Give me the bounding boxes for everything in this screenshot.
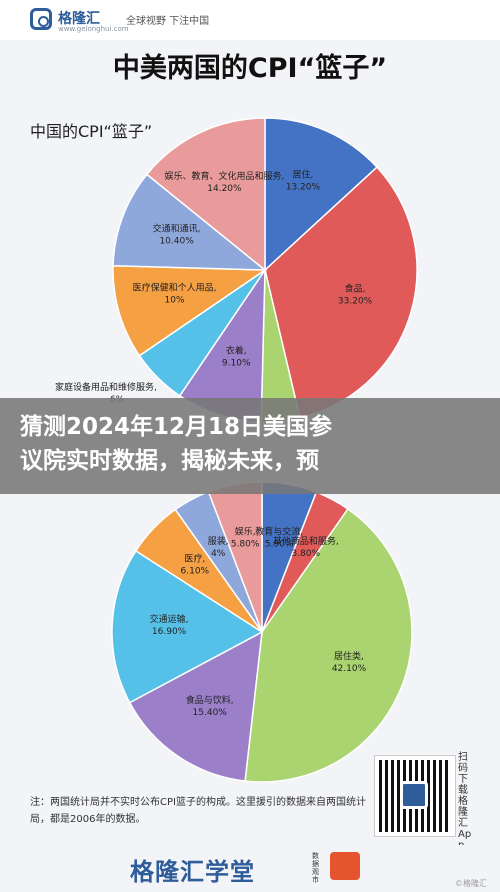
footer-brand: 格隆汇学堂 [130,858,255,886]
footer [0,845,500,892]
pie2-slice-2 [244,507,413,783]
pie2-label-6: 服装, 4% [208,535,229,559]
pie2-slice-3 [128,630,263,782]
brand-name: 格隆汇 [58,11,100,27]
pie1-label-3: 衣着, 9.10% [222,345,251,369]
pie1-slice-7 [145,117,266,272]
pie2-label-4: 交通运输, 16.90% [150,613,189,637]
pie2-label-5: 医疗, 6.10% [181,553,210,577]
pie1-label-0: 居住, 13.20% [286,169,321,193]
gelonghui-logo-icon [30,8,52,30]
pie2-label-0: 教育与交流, 5.90% [255,526,303,550]
pie2-label-2: 居住类, 42.10% [332,650,367,674]
brand-slogan: 全球视野 下注中国 [126,16,210,27]
brand-site: www.gelonghui.com [58,25,129,33]
footnote: 注：两国统计局并不实时公布CPI篮子的构成。这里援引的数据来自两国统计局，都是2… [30,797,366,825]
footer-tag: 数据观市 [312,852,319,884]
headline-banner [0,398,500,494]
pie2-label-3: 食品与饮料, 15.40% [186,694,234,718]
chart-icon [330,852,360,880]
headline-line-2: 议院实时数据，揭秘未来，预 [20,448,319,474]
pie2-slice-4 [111,549,264,704]
headline-text[interactable]: 猜测2024年12月18日美国参 议院实时数据，揭秘未来，预 [20,410,490,478]
pie1-slice-5 [112,264,268,357]
pie-labels: 居住, 13.20% 食品, 33.20% 衣着, 9.10% 医疗保健和个人用品, 10% 交… [55,169,373,718]
pie1-label-7: 娱乐、教育、文化用品和服务, 14.20% [164,170,284,194]
page-title: 中美两国的CPI“篮子” [112,53,388,84]
pie1-label-5: 医疗保健和个人用品, 10% [133,282,217,306]
us-pie [111,481,413,783]
china-chart-title: 中国的CPI“篮子” [30,122,153,141]
pie1-label-1: 食品, 33.20% [338,283,373,307]
pie1-slice-6 [112,173,268,271]
qr-label: 扫码下载格隆汇App [458,752,472,851]
qr-logo-icon [400,781,428,809]
pie2-label-7: 娱乐, 5.80% [231,526,260,550]
pie1-label-6: 交通和通讯, 10.40% [153,222,201,246]
china-pie [112,117,418,423]
headline-line-1: 猜测2024年12月18日美国参 [20,414,333,440]
pie2-label-1: 其他商品和服务, 3.80% [273,535,339,559]
header-bar [0,0,500,40]
pie1-slice-0 [264,117,378,272]
watermark: ©格隆汇 [455,879,487,888]
